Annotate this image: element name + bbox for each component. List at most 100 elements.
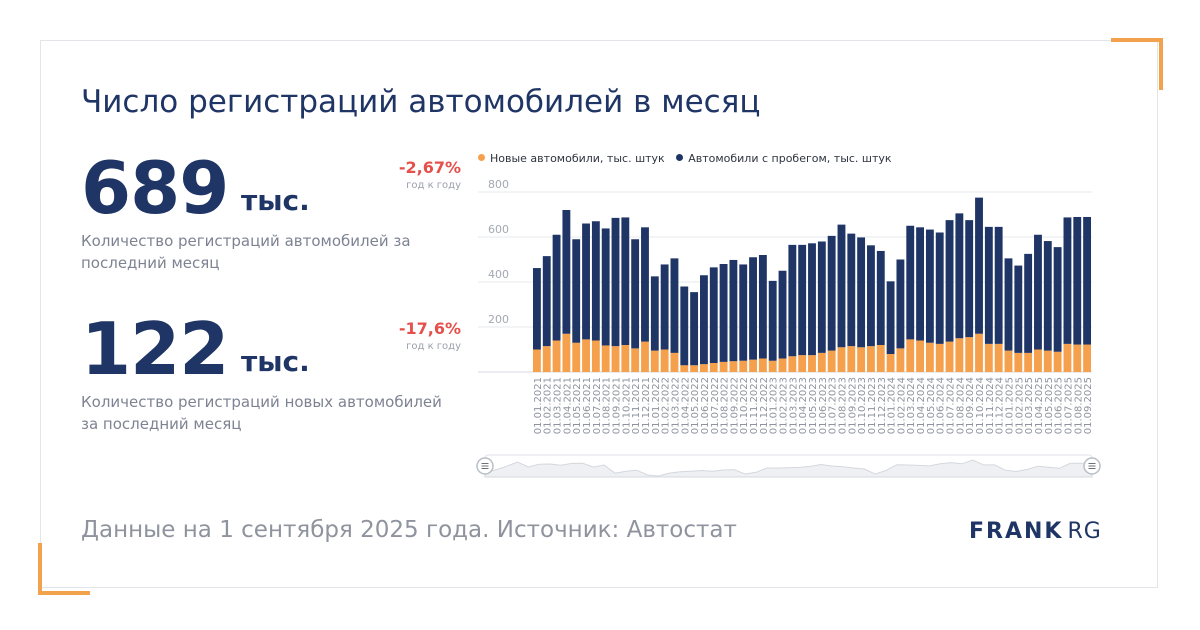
bar-new-cars[interactable] xyxy=(965,337,974,372)
bar-new-cars[interactable] xyxy=(749,359,757,372)
bar-used-cars[interactable] xyxy=(916,227,924,341)
bar-new-cars[interactable] xyxy=(611,346,620,372)
bar-used-cars[interactable] xyxy=(975,197,983,334)
bar-used-cars[interactable] xyxy=(984,226,993,344)
legend-item-used[interactable]: Автомобили с пробегом, тыс. штук xyxy=(676,152,892,165)
bar-used-cars[interactable] xyxy=(532,268,541,350)
bar-used-cars[interactable] xyxy=(965,220,974,338)
bar-used-cars[interactable] xyxy=(601,228,610,346)
bar-new-cars[interactable] xyxy=(994,343,1003,372)
bar-used-cars[interactable] xyxy=(719,264,728,362)
bar-used-cars[interactable] xyxy=(582,223,590,340)
bar-new-cars[interactable] xyxy=(532,349,541,373)
bar-used-cars[interactable] xyxy=(729,259,738,362)
bar-used-cars[interactable] xyxy=(591,221,600,341)
bar-new-cars[interactable] xyxy=(837,347,846,372)
bar-new-cars[interactable] xyxy=(935,343,944,372)
bar-new-cars[interactable] xyxy=(562,333,571,372)
bar-new-cars[interactable] xyxy=(984,343,993,372)
bar-used-cars[interactable] xyxy=(758,255,767,359)
bar-new-cars[interactable] xyxy=(896,348,905,372)
bar-new-cars[interactable] xyxy=(847,346,856,372)
bar-used-cars[interactable] xyxy=(867,245,875,347)
bar-new-cars[interactable] xyxy=(631,348,640,372)
bar-new-cars[interactable] xyxy=(857,347,866,372)
bar-used-cars[interactable] xyxy=(670,258,679,353)
bar-used-cars[interactable] xyxy=(788,244,797,357)
bar-used-cars[interactable] xyxy=(1063,217,1072,344)
bar-new-cars[interactable] xyxy=(680,365,689,372)
bar-new-cars[interactable] xyxy=(700,364,708,372)
bar-used-cars[interactable] xyxy=(680,286,689,366)
bar-new-cars[interactable] xyxy=(1043,350,1052,372)
bar-new-cars[interactable] xyxy=(945,341,954,372)
bar-used-cars[interactable] xyxy=(1004,258,1013,351)
bar-used-cars[interactable] xyxy=(621,217,630,345)
bar-used-cars[interactable] xyxy=(906,225,915,340)
bar-new-cars[interactable] xyxy=(817,352,826,372)
bar-used-cars[interactable] xyxy=(847,233,856,347)
bar-used-cars[interactable] xyxy=(660,264,669,350)
bar-used-cars[interactable] xyxy=(690,292,699,366)
bar-new-cars[interactable] xyxy=(542,346,551,372)
bar-new-cars[interactable] xyxy=(739,360,748,372)
bar-new-cars[interactable] xyxy=(1004,350,1013,372)
bar-used-cars[interactable] xyxy=(641,227,649,342)
bar-new-cars[interactable] xyxy=(650,350,659,372)
bar-new-cars[interactable] xyxy=(876,345,885,372)
bar-new-cars[interactable] xyxy=(641,341,649,372)
bar-used-cars[interactable] xyxy=(552,234,561,341)
bar-used-cars[interactable] xyxy=(709,267,718,363)
bar-used-cars[interactable] xyxy=(857,237,866,348)
bar-used-cars[interactable] xyxy=(1024,253,1033,353)
bar-used-cars[interactable] xyxy=(886,281,895,354)
bar-new-cars[interactable] xyxy=(621,345,630,372)
bar-used-cars[interactable] xyxy=(925,229,934,343)
bar-new-cars[interactable] xyxy=(808,355,816,372)
bar-new-cars[interactable] xyxy=(1034,349,1042,373)
bar-used-cars[interactable] xyxy=(876,250,885,345)
bar-new-cars[interactable] xyxy=(1083,344,1092,372)
bar-used-cars[interactable] xyxy=(542,256,551,347)
bar-new-cars[interactable] xyxy=(1063,343,1072,372)
bar-new-cars[interactable] xyxy=(758,358,767,373)
bar-used-cars[interactable] xyxy=(650,276,659,351)
bar-new-cars[interactable] xyxy=(798,355,807,372)
bar-used-cars[interactable] xyxy=(817,241,826,353)
bar-used-cars[interactable] xyxy=(896,259,905,349)
bar-used-cars[interactable] xyxy=(808,243,816,356)
bar-used-cars[interactable] xyxy=(768,280,777,361)
bar-used-cars[interactable] xyxy=(700,275,708,365)
bar-new-cars[interactable] xyxy=(925,342,934,372)
bar-used-cars[interactable] xyxy=(631,239,640,349)
bar-new-cars[interactable] xyxy=(591,340,600,373)
bar-used-cars[interactable] xyxy=(798,244,807,356)
bar-used-cars[interactable] xyxy=(1014,265,1023,353)
bar-used-cars[interactable] xyxy=(1073,216,1082,345)
bar-new-cars[interactable] xyxy=(1014,352,1023,372)
bar-new-cars[interactable] xyxy=(660,349,669,373)
bar-new-cars[interactable] xyxy=(778,358,787,373)
bar-new-cars[interactable] xyxy=(975,333,983,372)
bar-new-cars[interactable] xyxy=(867,346,875,372)
bar-new-cars[interactable] xyxy=(788,356,797,372)
bar-new-cars[interactable] xyxy=(768,360,777,372)
bar-used-cars[interactable] xyxy=(611,217,620,347)
bar-used-cars[interactable] xyxy=(1043,241,1052,351)
bar-new-cars[interactable] xyxy=(572,342,581,372)
bar-new-cars[interactable] xyxy=(1053,351,1062,372)
bar-new-cars[interactable] xyxy=(582,339,590,372)
bar-new-cars[interactable] xyxy=(670,352,679,372)
legend-item-new[interactable]: Новые автомобили, тыс. штук xyxy=(478,152,665,165)
bar-used-cars[interactable] xyxy=(837,224,846,348)
bar-new-cars[interactable] xyxy=(827,350,836,372)
bar-used-cars[interactable] xyxy=(1053,247,1062,352)
bar-new-cars[interactable] xyxy=(690,365,699,372)
bar-used-cars[interactable] xyxy=(562,210,571,334)
bar-used-cars[interactable] xyxy=(1083,216,1092,345)
bar-used-cars[interactable] xyxy=(1034,234,1042,350)
bar-new-cars[interactable] xyxy=(1024,352,1033,372)
bar-used-cars[interactable] xyxy=(827,235,836,351)
bar-new-cars[interactable] xyxy=(601,345,610,372)
bar-used-cars[interactable] xyxy=(572,239,581,343)
